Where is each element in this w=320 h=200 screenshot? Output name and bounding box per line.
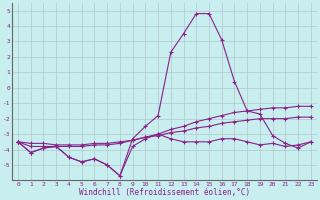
X-axis label: Windchill (Refroidissement éolien,°C): Windchill (Refroidissement éolien,°C) (79, 188, 250, 197)
